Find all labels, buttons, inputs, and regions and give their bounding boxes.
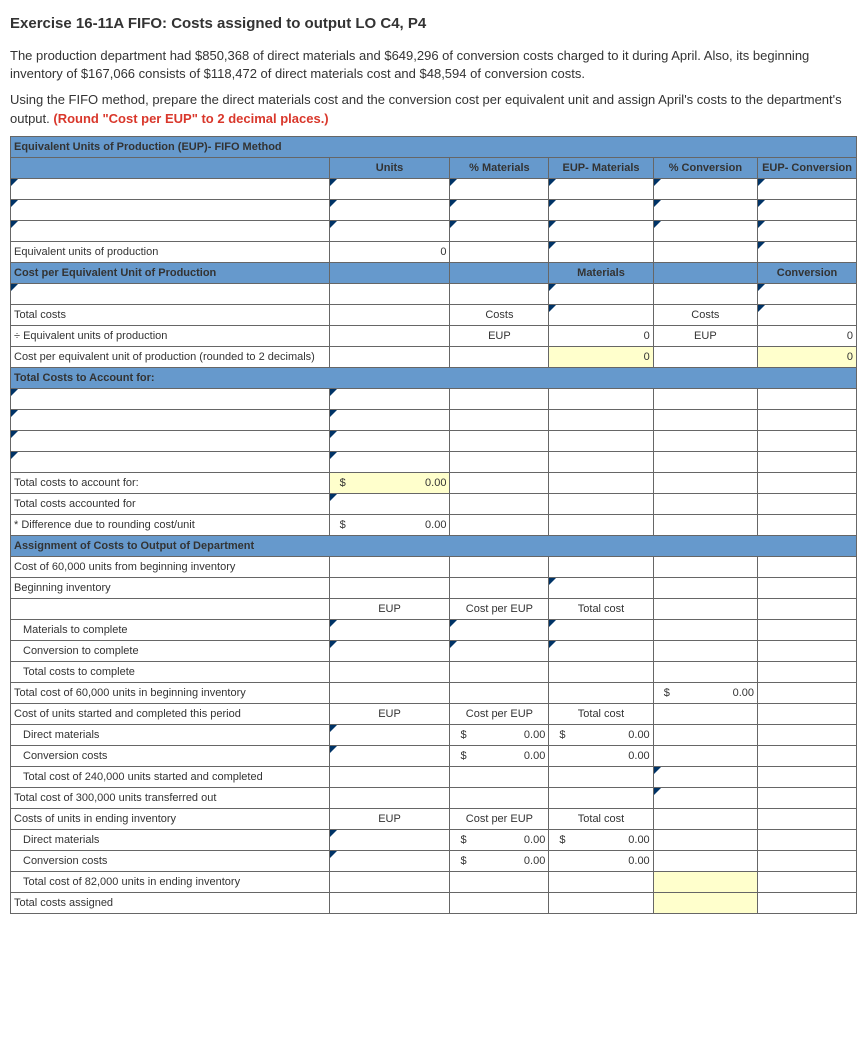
label-eup: EUP	[653, 325, 757, 346]
row-tot60k: Total cost of 60,000 units in beginning …	[11, 682, 330, 703]
row-cc-end: Conversion costs	[11, 850, 330, 871]
intro-paragraph-1: The production department had $850,368 o…	[10, 47, 857, 83]
row-tca-for: Total costs to account for:	[11, 472, 330, 493]
cpe-mat-value: 0	[549, 346, 653, 367]
label-costs: Costs	[653, 304, 757, 325]
row-dm-end: Direct materials	[11, 829, 330, 850]
cc-end-total: 0.00	[549, 850, 653, 871]
dm-cpe: $0.00	[450, 724, 549, 745]
row-total-costs: Total costs	[11, 304, 330, 325]
input-row[interactable]	[11, 409, 330, 430]
cc-cpe: $0.00	[450, 745, 549, 766]
input-row[interactable]	[11, 199, 330, 220]
col-cpe: Cost per EUP	[450, 703, 549, 724]
input-row[interactable]	[11, 220, 330, 241]
label-costs: Costs	[450, 304, 549, 325]
row-mat-complete: Materials to complete	[11, 619, 330, 640]
input-row[interactable]	[11, 430, 330, 451]
tot60k-value: $0.00	[653, 682, 757, 703]
col-eup: EUP	[329, 703, 450, 724]
col-eup: EUP	[329, 598, 450, 619]
section-header-tca: Total Costs to Account for:	[11, 367, 857, 388]
intro-paragraph-2: Using the FIFO method, prepare the direc…	[10, 91, 857, 127]
col-eup-conversion: EUP- Conversion	[758, 157, 857, 178]
col-pct-materials: % Materials	[450, 157, 549, 178]
dm-total: $0.00	[549, 724, 653, 745]
row-cost60k: Cost of 60,000 units from beginning inve…	[11, 556, 330, 577]
tca-for-value: $0.00	[329, 472, 450, 493]
col-materials: Materials	[549, 262, 653, 283]
cc-total: 0.00	[549, 745, 653, 766]
col-eup-materials: EUP- Materials	[549, 157, 653, 178]
row-tot300k: Total cost of 300,000 units transferred …	[11, 787, 330, 808]
row-eup-prod: Equivalent units of production	[11, 241, 330, 262]
label-eup: EUP	[450, 325, 549, 346]
fifo-worksheet-table: Equivalent Units of Production (EUP)- FI…	[10, 136, 857, 914]
row-beg-inv: Beginning inventory	[11, 577, 330, 598]
input-row[interactable]	[11, 178, 330, 199]
row-tot240k: Total cost of 240,000 units started and …	[11, 766, 330, 787]
col-eup: EUP	[329, 808, 450, 829]
dm-end-cpe: $0.00	[450, 829, 549, 850]
section-header-eup: Equivalent Units of Production (EUP)- FI…	[11, 136, 857, 157]
diff-value: $0.00	[329, 514, 450, 535]
cpe-conv-value: 0	[758, 346, 857, 367]
exercise-title: Exercise 16-11A FIFO: Costs assigned to …	[10, 15, 857, 32]
row-started: Cost of units started and completed this…	[11, 703, 330, 724]
row-tot-complete: Total costs to complete	[11, 661, 330, 682]
input-row[interactable]	[11, 388, 330, 409]
row-end-inv: Costs of units in ending inventory	[11, 808, 330, 829]
cc-end-cpe: $0.00	[450, 850, 549, 871]
col-cpe: Cost per EUP	[450, 598, 549, 619]
col-blank	[11, 157, 330, 178]
col-units: Units	[329, 157, 450, 178]
col-total-cost: Total cost	[549, 703, 653, 724]
row-div-eup: ÷ Equivalent units of production	[11, 325, 330, 346]
row-conv-complete: Conversion to complete	[11, 640, 330, 661]
col-pct-conversion: % Conversion	[653, 157, 757, 178]
col-cpe: Cost per EUP	[450, 808, 549, 829]
col-total-cost: Total cost	[549, 808, 653, 829]
eup-conv-value: 0	[758, 325, 857, 346]
eup-units-value: 0	[329, 241, 450, 262]
row-cc: Conversion costs	[11, 745, 330, 766]
section-header-assign: Assignment of Costs to Output of Departm…	[11, 535, 857, 556]
eup-mat-value: 0	[549, 325, 653, 346]
dm-end-total: $0.00	[549, 829, 653, 850]
section-header-cpe: Cost per Equivalent Unit of Production	[11, 262, 330, 283]
row-cpe-round: Cost per equivalent unit of production (…	[11, 346, 330, 367]
row-tca: Total costs assigned	[11, 892, 330, 913]
col-conversion: Conversion	[758, 262, 857, 283]
row-tot82k: Total cost of 82,000 units in ending inv…	[11, 871, 330, 892]
input-row[interactable]	[11, 451, 330, 472]
col-total-cost: Total cost	[549, 598, 653, 619]
row-dm: Direct materials	[11, 724, 330, 745]
row-diff: * Difference due to rounding cost/unit	[11, 514, 330, 535]
input-row[interactable]	[11, 283, 330, 304]
row-tca-acct: Total costs accounted for	[11, 493, 330, 514]
